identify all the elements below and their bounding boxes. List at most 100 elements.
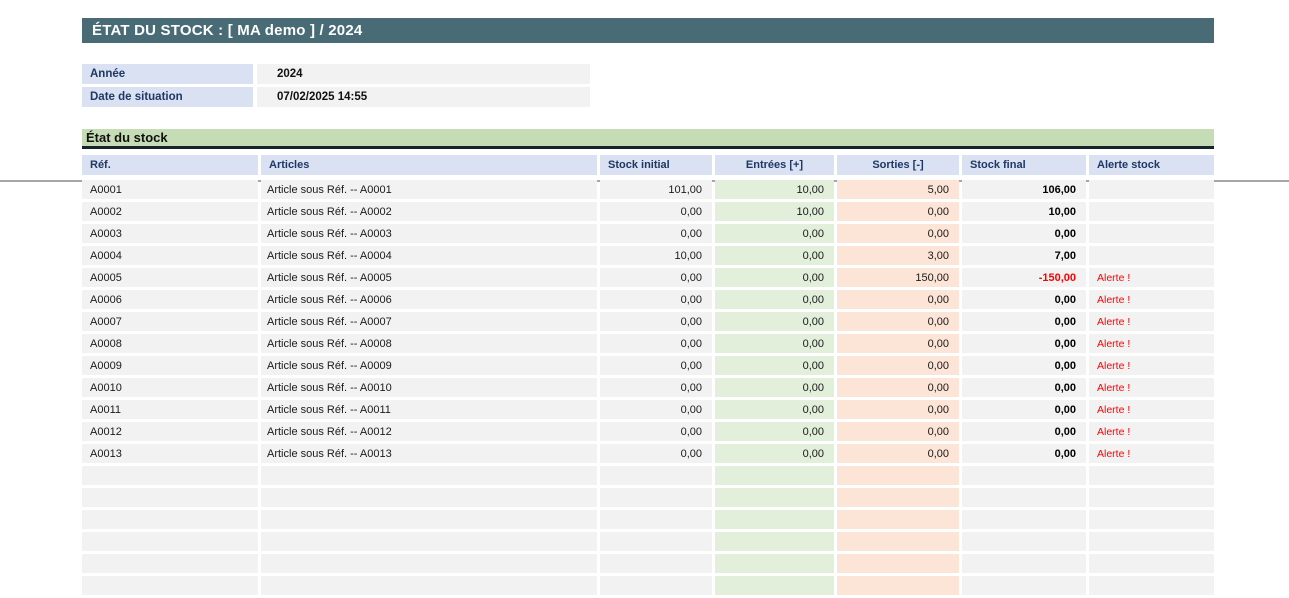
header-stock-final[interactable]: Stock final <box>962 155 1086 175</box>
cell-entrees[interactable]: 0,00 <box>715 334 834 353</box>
cell-entrees[interactable]: 10,00 <box>715 202 834 221</box>
cell-entrees[interactable]: 0,00 <box>715 224 834 243</box>
cell-article[interactable]: Article sous Réf. -- A0001 <box>261 180 597 199</box>
cell-sorties[interactable]: 0,00 <box>837 202 959 221</box>
cell-sorties[interactable] <box>837 532 959 551</box>
cell-sorties[interactable]: 0,00 <box>837 224 959 243</box>
cell-ref[interactable]: A0005 <box>82 268 258 287</box>
cell-alerte[interactable]: Alerte ! <box>1089 268 1214 287</box>
cell-stock-final[interactable]: -150,00 <box>962 268 1086 287</box>
cell-stock-final[interactable]: 10,00 <box>962 202 1086 221</box>
header-sorties[interactable]: Sorties [-] <box>837 155 959 175</box>
cell-stock-initial[interactable]: 0,00 <box>600 378 712 397</box>
cell-entrees[interactable] <box>715 466 834 485</box>
cell-alerte[interactable] <box>1089 532 1214 551</box>
cell-alerte[interactable]: Alerte ! <box>1089 444 1214 463</box>
cell-alerte[interactable]: Alerte ! <box>1089 422 1214 441</box>
cell-entrees[interactable]: 0,00 <box>715 422 834 441</box>
cell-stock-final[interactable] <box>962 466 1086 485</box>
cell-stock-final[interactable]: 0,00 <box>962 290 1086 309</box>
cell-stock-final[interactable]: 0,00 <box>962 400 1086 419</box>
cell-stock-initial[interactable]: 0,00 <box>600 422 712 441</box>
cell-stock-final[interactable]: 7,00 <box>962 246 1086 265</box>
cell-entrees[interactable]: 0,00 <box>715 312 834 331</box>
cell-sorties[interactable]: 0,00 <box>837 356 959 375</box>
cell-stock-final[interactable]: 106,00 <box>962 180 1086 199</box>
cell-sorties[interactable]: 3,00 <box>837 246 959 265</box>
cell-article[interactable]: Article sous Réf. -- A0007 <box>261 312 597 331</box>
cell-alerte[interactable]: Alerte ! <box>1089 400 1214 419</box>
cell-ref[interactable] <box>82 576 258 595</box>
cell-entrees[interactable]: 10,00 <box>715 180 834 199</box>
cell-ref[interactable] <box>82 510 258 529</box>
cell-entrees[interactable]: 0,00 <box>715 290 834 309</box>
cell-alerte[interactable] <box>1089 488 1214 507</box>
cell-ref[interactable]: A0004 <box>82 246 258 265</box>
cell-alerte[interactable] <box>1089 202 1214 221</box>
cell-stock-final[interactable]: 0,00 <box>962 312 1086 331</box>
cell-alerte[interactable] <box>1089 510 1214 529</box>
cell-stock-initial[interactable]: 0,00 <box>600 356 712 375</box>
cell-sorties[interactable]: 0,00 <box>837 334 959 353</box>
cell-article[interactable]: Article sous Réf. -- A0002 <box>261 202 597 221</box>
cell-entrees[interactable] <box>715 488 834 507</box>
cell-article[interactable]: Article sous Réf. -- A0013 <box>261 444 597 463</box>
cell-ref[interactable]: A0002 <box>82 202 258 221</box>
cell-stock-final[interactable]: 0,00 <box>962 378 1086 397</box>
cell-sorties[interactable]: 0,00 <box>837 400 959 419</box>
cell-alerte[interactable]: Alerte ! <box>1089 378 1214 397</box>
cell-stock-initial[interactable] <box>600 554 712 573</box>
cell-alerte[interactable] <box>1089 554 1214 573</box>
cell-stock-final[interactable] <box>962 510 1086 529</box>
cell-article[interactable]: Article sous Réf. -- A0005 <box>261 268 597 287</box>
cell-sorties[interactable] <box>837 488 959 507</box>
cell-stock-initial[interactable]: 0,00 <box>600 312 712 331</box>
cell-stock-initial[interactable] <box>600 488 712 507</box>
cell-ref[interactable] <box>82 488 258 507</box>
cell-alerte[interactable] <box>1089 224 1214 243</box>
cell-stock-initial[interactable]: 0,00 <box>600 444 712 463</box>
cell-ref[interactable]: A0009 <box>82 356 258 375</box>
cell-entrees[interactable] <box>715 532 834 551</box>
cell-article[interactable] <box>261 510 597 529</box>
cell-stock-initial[interactable]: 0,00 <box>600 400 712 419</box>
cell-ref[interactable]: A0010 <box>82 378 258 397</box>
cell-stock-initial[interactable]: 0,00 <box>600 334 712 353</box>
cell-ref[interactable]: A0008 <box>82 334 258 353</box>
cell-sorties[interactable] <box>837 466 959 485</box>
cell-entrees[interactable]: 0,00 <box>715 378 834 397</box>
cell-sorties[interactable] <box>837 554 959 573</box>
cell-sorties[interactable] <box>837 576 959 595</box>
cell-stock-initial[interactable]: 0,00 <box>600 202 712 221</box>
cell-article[interactable] <box>261 576 597 595</box>
cell-stock-initial[interactable] <box>600 576 712 595</box>
cell-stock-initial[interactable]: 101,00 <box>600 180 712 199</box>
cell-ref[interactable] <box>82 532 258 551</box>
cell-article[interactable]: Article sous Réf. -- A0006 <box>261 290 597 309</box>
cell-ref[interactable]: A0007 <box>82 312 258 331</box>
cell-stock-final[interactable]: 0,00 <box>962 444 1086 463</box>
cell-article[interactable] <box>261 532 597 551</box>
header-entrees[interactable]: Entrées [+] <box>715 155 834 175</box>
cell-sorties[interactable]: 150,00 <box>837 268 959 287</box>
cell-article[interactable]: Article sous Réf. -- A0011 <box>261 400 597 419</box>
cell-stock-initial[interactable]: 10,00 <box>600 246 712 265</box>
date-value[interactable]: 07/02/2025 14:55 <box>257 87 590 107</box>
cell-sorties[interactable] <box>837 510 959 529</box>
cell-stock-final[interactable] <box>962 488 1086 507</box>
cell-sorties[interactable]: 0,00 <box>837 444 959 463</box>
cell-entrees[interactable]: 0,00 <box>715 356 834 375</box>
cell-entrees[interactable]: 0,00 <box>715 268 834 287</box>
cell-alerte[interactable] <box>1089 576 1214 595</box>
cell-ref[interactable]: A0011 <box>82 400 258 419</box>
cell-ref[interactable]: A0003 <box>82 224 258 243</box>
cell-stock-final[interactable]: 0,00 <box>962 224 1086 243</box>
cell-entrees[interactable]: 0,00 <box>715 246 834 265</box>
cell-alerte[interactable] <box>1089 180 1214 199</box>
cell-article[interactable]: Article sous Réf. -- A0009 <box>261 356 597 375</box>
cell-article[interactable]: Article sous Réf. -- A0003 <box>261 224 597 243</box>
cell-article[interactable]: Article sous Réf. -- A0012 <box>261 422 597 441</box>
cell-ref[interactable] <box>82 554 258 573</box>
cell-sorties[interactable]: 5,00 <box>837 180 959 199</box>
header-alerte-stock[interactable]: Alerte stock <box>1089 155 1214 175</box>
